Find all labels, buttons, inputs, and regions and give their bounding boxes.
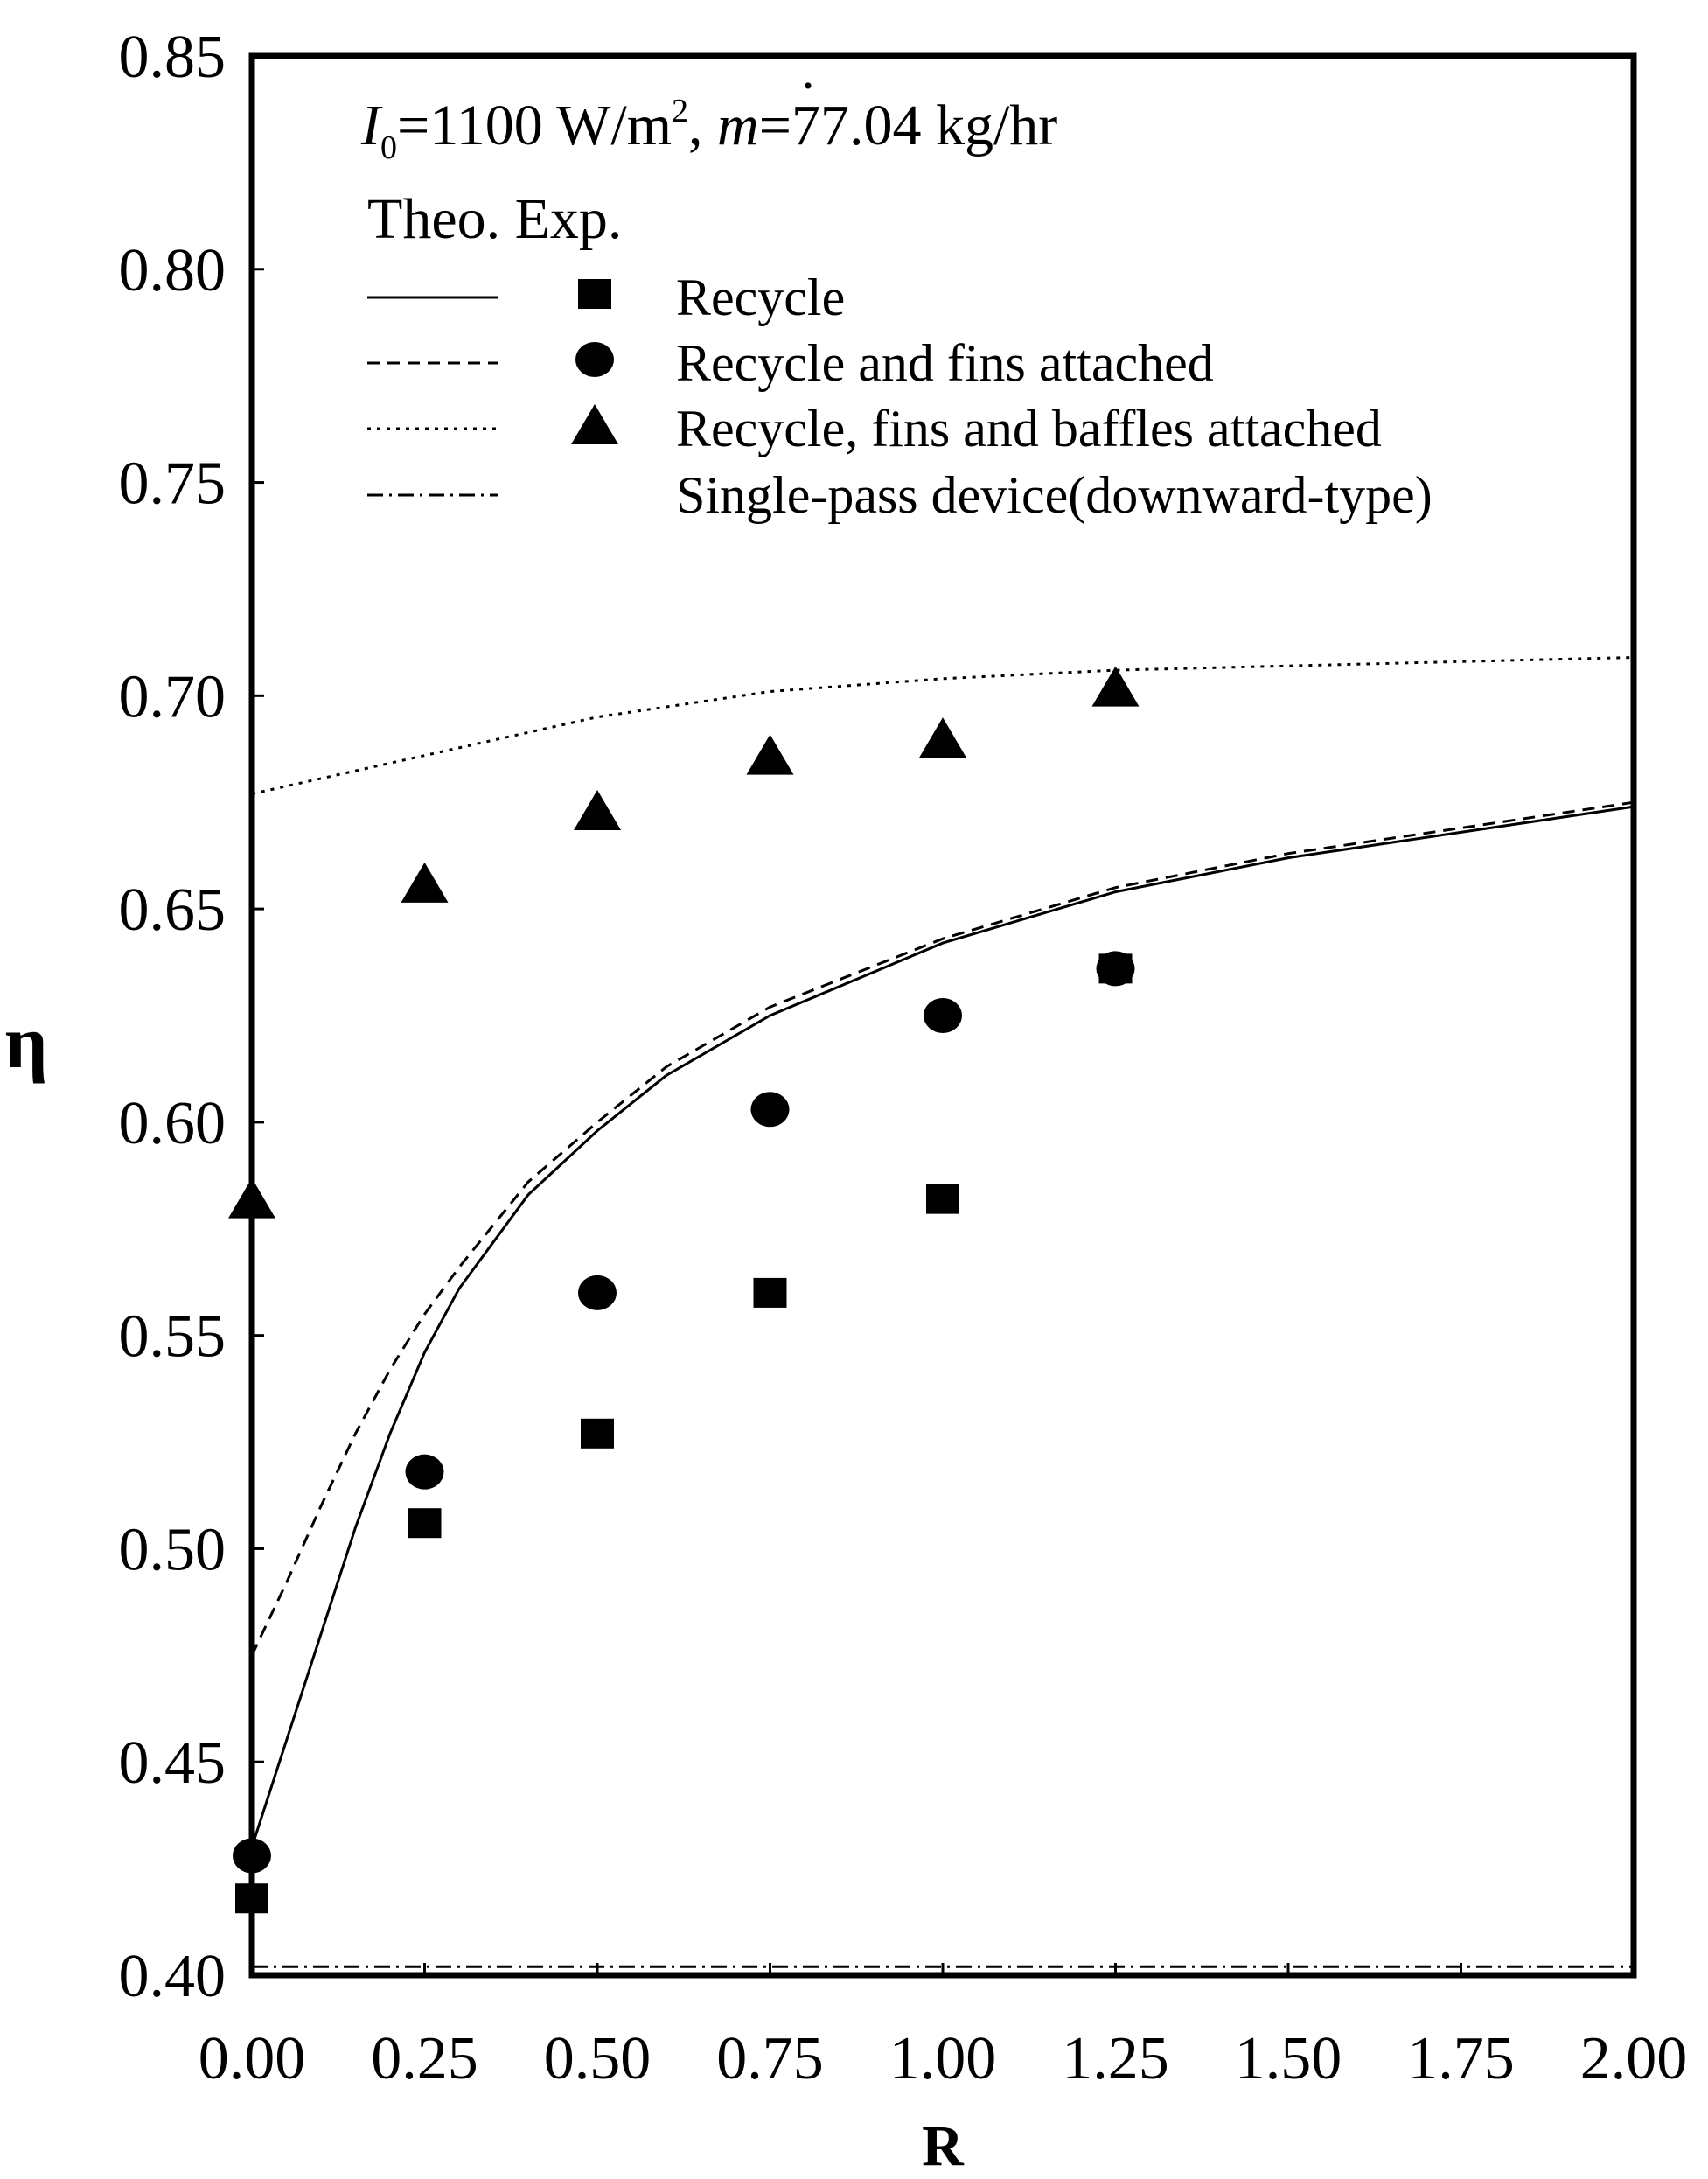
y-tick-labels: 0.40 0.45 0.50 0.55 0.60 0.65 0.70 0.75 0.80 0.85 [119,24,227,2010]
y-axis-label: η [5,1000,48,1084]
x-tick-label: 1.75 [1407,2025,1515,2092]
series-line [250,800,1635,1656]
series-markers [228,666,1140,1914]
legend-square-marker [578,279,611,309]
axis-ticks [250,54,1635,1977]
legend-label: Single-pass device(downward-type) [676,466,1433,524]
legend-label: Recycle [676,269,845,326]
triangle-marker [401,862,449,903]
x-tick-label: 0.75 [716,2025,824,2092]
x-tick-label: 1.25 [1062,2025,1169,2092]
y-tick-label: 0.45 [119,1729,227,1797]
series-line [250,805,1635,1848]
circle-marker [1096,951,1135,987]
legend-label: Recycle, fins and baffles attached [676,400,1382,457]
square-marker [581,1418,614,1449]
legend-circle-marker [575,342,614,377]
circle-marker [578,1275,617,1310]
y-tick-label: 0.80 [119,237,227,304]
x-tick-labels: 0.00 0.25 0.50 0.75 1.00 1.25 1.50 1.75 2.00 [199,2025,1688,2092]
y-tick-label: 0.40 [119,1943,227,2010]
legend-header: Theo. Exp. [367,187,622,251]
y-tick-label: 0.55 [119,1303,227,1371]
x-tick-label: 0.50 [544,2025,652,2092]
x-axis-label: R [922,2114,965,2178]
circle-marker [405,1454,444,1490]
circle-marker [750,1092,790,1128]
y-tick-label: 0.60 [119,1090,227,1157]
annotation-mdot: · [799,57,817,115]
y-tick-label: 0.50 [119,1516,227,1583]
x-tick-label: 0.00 [199,2025,306,2092]
y-tick-label: 0.75 [119,450,227,518]
circle-marker [924,998,962,1033]
triangle-marker [574,789,621,830]
legend-label: Recycle and fins attached [676,334,1214,392]
triangle-marker [1091,666,1140,707]
series-lines [250,656,1635,1968]
square-marker [926,1184,959,1214]
square-marker [408,1508,442,1539]
triangle-marker [746,734,794,775]
y-tick-label: 0.85 [119,24,227,91]
legend: Recycle Recycle and fins attached Recycle,… [367,269,1433,524]
square-marker [753,1277,787,1308]
x-tick-label: 1.50 [1235,2025,1342,2092]
legend-triangle-marker [571,404,618,444]
x-tick-label: 2.00 [1580,2025,1688,2092]
y-tick-label: 0.65 [119,876,227,944]
annotation: I0=1100 W/m2, m=77.04 kg/hr [360,93,1057,166]
x-tick-label: 0.25 [371,2025,478,2092]
x-tick-label: 1.00 [889,2025,997,2092]
y-tick-label: 0.70 [119,663,227,730]
triangle-marker [919,717,966,758]
